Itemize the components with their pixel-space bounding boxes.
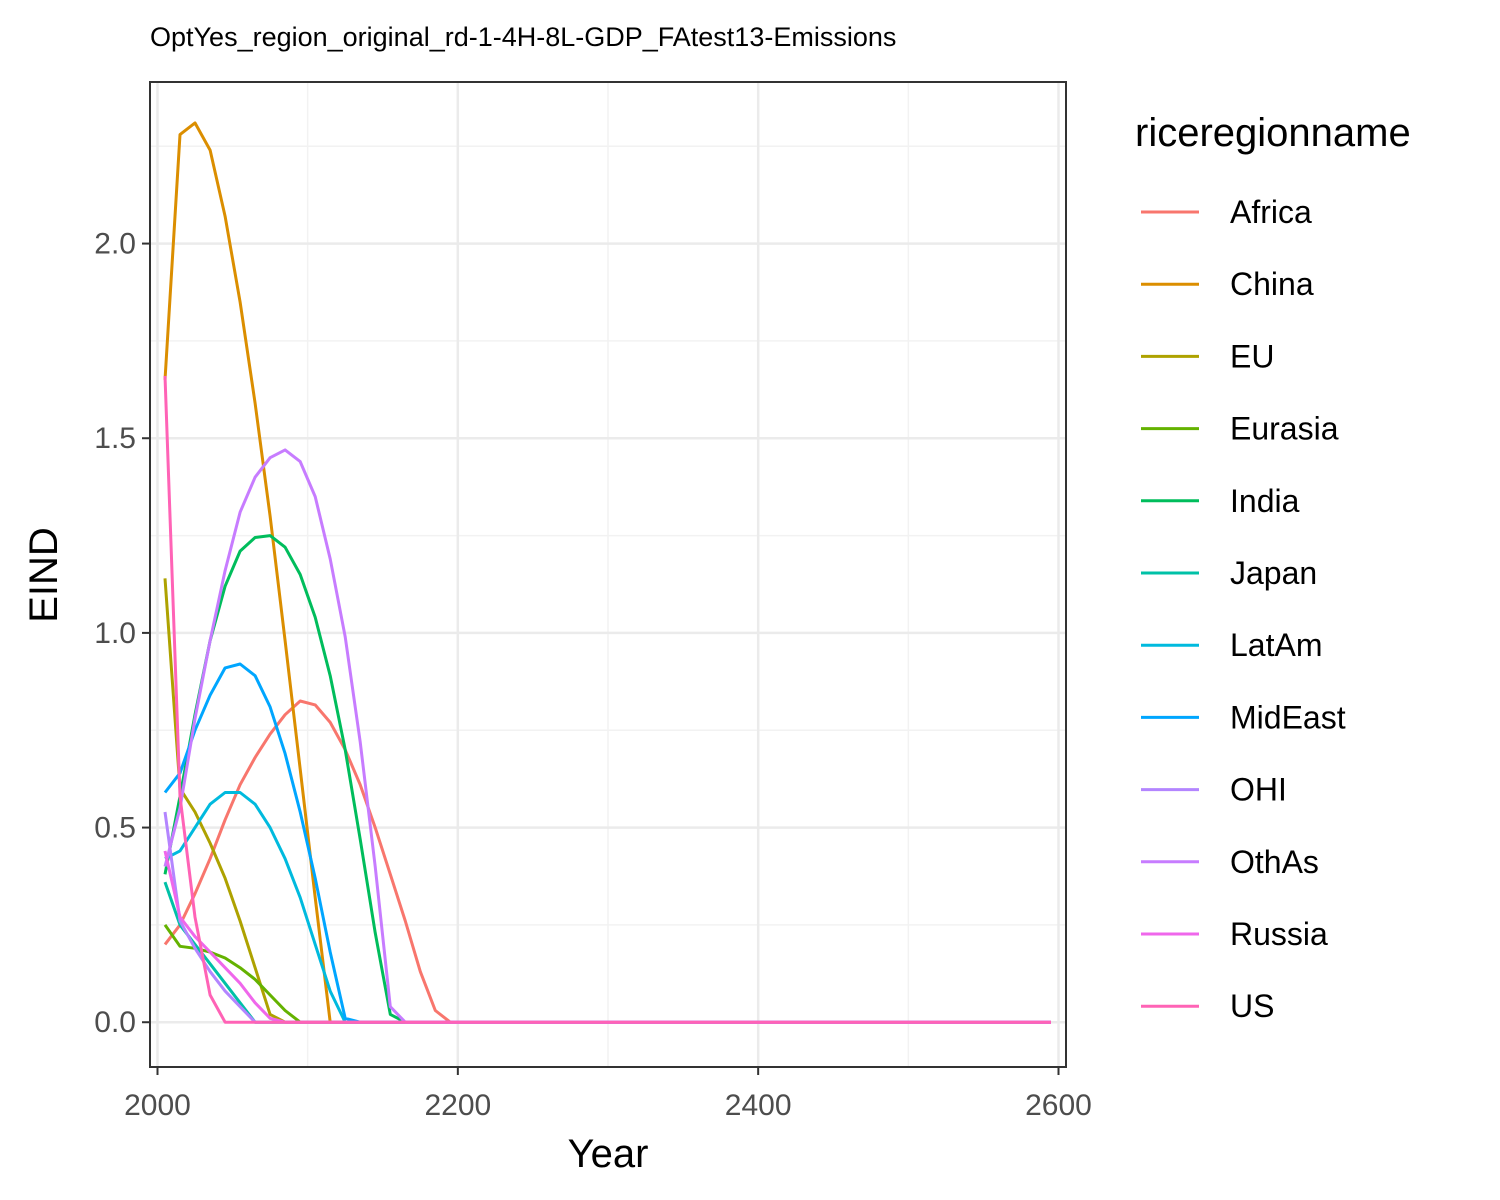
series-line-russia [163, 850, 1051, 1024]
legend-label: Japan [1230, 555, 1317, 591]
legend-label: MidEast [1230, 699, 1346, 735]
legend-item-us: US [1141, 988, 1274, 1024]
legend-item-latam: LatAm [1141, 627, 1322, 663]
legend-item-eu: EU [1141, 338, 1274, 374]
series-line-africa [163, 699, 1051, 1024]
legend-item-eurasia: Eurasia [1141, 411, 1339, 447]
legend-item-india: India [1141, 483, 1300, 519]
y-tick-label: 1.5 [94, 422, 136, 455]
legend-label: LatAm [1230, 627, 1322, 663]
series-line-othas [163, 448, 1051, 1024]
x-tick-labels: 2000 2200 2400 2600 [124, 1089, 1092, 1122]
x-tick-label: 2000 [124, 1089, 191, 1122]
series-line-us [163, 375, 1051, 1024]
legend-label: China [1230, 266, 1314, 302]
legend-label: EU [1230, 338, 1274, 374]
x-axis-title: Year [568, 1132, 649, 1176]
y-tick-label: 2.0 [94, 228, 136, 261]
y-tick-labels: 0.0 0.5 1.0 1.5 2.0 [94, 228, 136, 1040]
x-tick-label: 2600 [1025, 1089, 1092, 1122]
legend-label: Russia [1230, 916, 1328, 952]
series-line-mideast [163, 662, 1051, 1024]
grid-minor [150, 82, 1066, 1067]
legend-item-africa: Africa [1141, 194, 1312, 230]
legend-label: India [1230, 483, 1300, 519]
chart-title: OptYes_region_original_rd-1-4H-8L-GDP_FA… [150, 22, 896, 52]
legend-label: US [1230, 988, 1274, 1024]
legend-label: Eurasia [1230, 411, 1339, 447]
plot-border [149, 81, 1067, 1068]
legend-item-russia: Russia [1141, 916, 1328, 952]
series-lines [163, 121, 1051, 1024]
series-line-china [163, 121, 1051, 1024]
legend: Africa China EU Eurasia India Japan LatAm MidEa… [1141, 194, 1346, 1024]
legend-item-ohi: OHI [1141, 772, 1287, 808]
legend-label: Africa [1230, 194, 1312, 230]
legend-item-japan: Japan [1141, 555, 1317, 591]
legend-label: OHI [1230, 772, 1287, 808]
x-tick-label: 2400 [725, 1089, 792, 1122]
legend-item-othas: OthAs [1141, 844, 1319, 880]
y-axis-title: EIND [22, 527, 66, 623]
legend-label: OthAs [1230, 844, 1319, 880]
axis-ticks [142, 242, 1060, 1075]
series-line-latam [164, 791, 1051, 1024]
y-tick-label: 1.0 [94, 617, 136, 650]
legend-item-mideast: MidEast [1141, 699, 1346, 735]
y-tick-label: 0.5 [94, 812, 136, 845]
x-tick-label: 2200 [424, 1089, 491, 1122]
y-tick-label: 0.0 [94, 1006, 136, 1039]
legend-title: riceregionname [1135, 111, 1411, 155]
series-line-eu [163, 578, 1051, 1024]
legend-item-china: China [1141, 266, 1314, 302]
